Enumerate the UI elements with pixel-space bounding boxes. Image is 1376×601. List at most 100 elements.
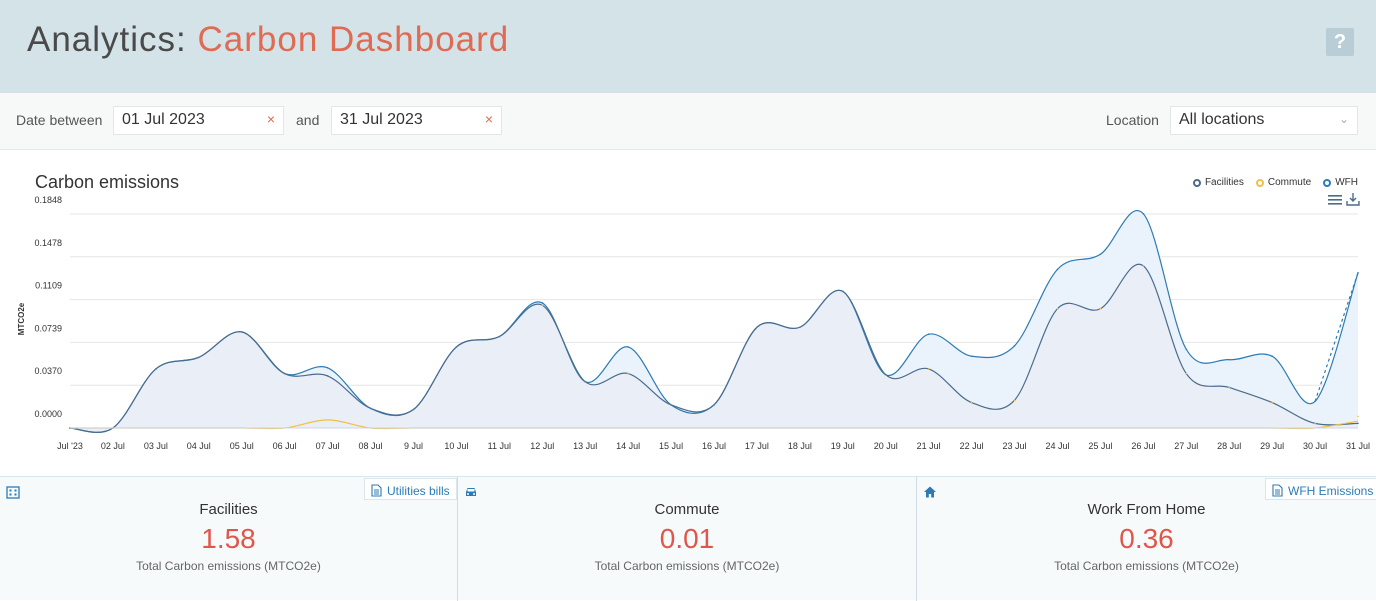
facilities-card-subtitle: Total Carbon emissions (MTCO2e) (136, 559, 321, 573)
x-tick-label: 07 Jul (316, 441, 340, 451)
end-date-input[interactable]: 31 Jul 2023 × (331, 106, 502, 135)
data-point (927, 368, 930, 370)
start-date-input[interactable]: 01 Jul 2023 × (113, 106, 284, 135)
commute-card-subtitle: Total Carbon emissions (MTCO2e) (594, 559, 780, 573)
location-label: Location (1106, 112, 1159, 128)
clear-start-date-icon[interactable]: × (266, 111, 275, 127)
data-point (584, 380, 586, 383)
y-tick-label: 0.1109 (35, 281, 62, 291)
data-point (970, 355, 973, 358)
data-point (198, 356, 200, 359)
wfh-card: WFH Emissions Work From Home 0.36 Total … (917, 477, 1376, 601)
data-point (1271, 355, 1273, 358)
data-point (369, 407, 372, 410)
data-point (283, 372, 286, 375)
utilities-bills-link[interactable]: Utilities bills (364, 478, 457, 500)
data-point (1099, 307, 1102, 310)
page-header: Analytics: Carbon Dashboard ? (0, 0, 1376, 93)
wfh-card-value: 0.36 (1119, 523, 1174, 554)
x-tick-label: 22 Jul (960, 441, 984, 451)
data-point (756, 326, 758, 329)
x-tick-label: Jul '23 (57, 441, 83, 451)
legend-marker-facilities (1192, 178, 1201, 187)
facilities-card: Utilities bills Facilities 1.58 Total Ca… (0, 477, 458, 601)
x-tick-label: 16 Jul (702, 441, 726, 451)
data-point (1056, 307, 1059, 310)
data-point (927, 333, 930, 336)
data-point (1314, 400, 1316, 403)
commute-card-title: Commute (654, 501, 720, 518)
page-title: Analytics: Carbon Dashboard (27, 20, 509, 60)
data-point (326, 366, 329, 369)
filter-bar: Date between 01 Jul 2023 × and 31 Jul 20… (0, 93, 1376, 150)
commute-card: Commute 0.01 Total Carbon emissions (MTC… (458, 477, 917, 601)
x-tick-label: 23 Jul (1003, 441, 1027, 451)
location-select[interactable]: All locations ⌄ (1170, 106, 1358, 135)
data-point (1142, 265, 1145, 267)
car-icon (466, 488, 476, 496)
facilities-area (70, 264, 1358, 433)
y-tick-label: 0.0370 (34, 366, 62, 376)
data-point (541, 302, 544, 304)
x-tick-label: 12 Jul (530, 441, 554, 451)
y-tick-label: 0.0000 (34, 409, 62, 419)
data-point (155, 368, 157, 370)
data-point (627, 372, 629, 375)
x-tick-label: 30 Jul (1303, 441, 1327, 451)
wfh-line-partial (1314, 272, 1359, 402)
x-tick-label: 15 Jul (659, 441, 683, 451)
data-point (1314, 422, 1316, 425)
data-point (240, 331, 243, 333)
data-point (1228, 358, 1230, 361)
commute-card-value: 0.01 (659, 523, 715, 554)
x-tick-label: 21 Jul (917, 441, 941, 451)
legend-label-wfh: WFH (1335, 177, 1358, 188)
x-tick-label: 25 Jul (1088, 441, 1112, 451)
data-point (842, 290, 844, 293)
location-select-value: All locations (1179, 111, 1265, 128)
legend-item-wfh[interactable]: WFH (1323, 177, 1358, 188)
clear-end-date-icon[interactable]: × (484, 111, 493, 127)
data-point (799, 326, 801, 329)
date-between-label: Date between (16, 112, 103, 128)
data-point (326, 375, 329, 377)
legend-item-commute[interactable]: Commute (1255, 177, 1312, 188)
data-point (1357, 272, 1359, 274)
x-tick-label: 11 Jul (488, 441, 511, 451)
data-point (627, 346, 629, 348)
building-icon (6, 486, 20, 499)
x-tick-label: 18 Jul (788, 441, 812, 451)
x-tick-label: 19 Jul (831, 441, 855, 451)
x-tick-label: 05 Jul (230, 441, 254, 451)
help-button[interactable]: ? (1326, 28, 1354, 56)
page-title-prefix: Analytics: (27, 20, 187, 59)
facilities-card-title: Facilities (199, 501, 258, 518)
data-point (1271, 401, 1273, 404)
carbon-emissions-chart: 0.0000 0.0370 0.0739 0.1109 0.1478 0.1848 MTCO… (0, 150, 1376, 476)
x-tick-label: 26 Jul (1131, 441, 1155, 451)
wfh-emissions-link[interactable]: WFH Emissions (1265, 478, 1376, 500)
legend-marker-commute (1255, 178, 1264, 187)
chart-menu-icon[interactable] (1328, 194, 1342, 206)
facilities-card-value: 1.58 (201, 523, 256, 554)
and-label: and (296, 112, 320, 128)
x-tick-label: 08 Jul (359, 441, 383, 451)
wfh-card-subtitle: Total Carbon emissions (MTCO2e) (1054, 559, 1239, 573)
x-tick-label: 06 Jul (273, 441, 297, 451)
x-tick-label: 24 Jul (1045, 441, 1069, 451)
y-tick-label: 0.0739 (34, 323, 62, 333)
legend-marker-wfh (1323, 178, 1332, 187)
y-tick-label: 0.1478 (34, 238, 62, 248)
data-point (1228, 386, 1230, 389)
data-point (970, 401, 973, 404)
end-date-value: 31 Jul 2023 (340, 111, 423, 128)
x-tick-label: 28 Jul (1217, 441, 1241, 451)
x-tick-label: 03 Jul (144, 441, 168, 451)
chart-legend: Facilities Commute WFH (1192, 177, 1358, 188)
page-title-accent: Carbon Dashboard (197, 20, 510, 59)
legend-item-facilities[interactable]: Facilities (1192, 177, 1244, 188)
chart-download-icon[interactable] (1346, 192, 1360, 206)
legend-label-commute: Commute (1267, 177, 1312, 188)
data-point (1099, 253, 1102, 256)
utilities-bills-label: Utilities bills (387, 483, 450, 498)
